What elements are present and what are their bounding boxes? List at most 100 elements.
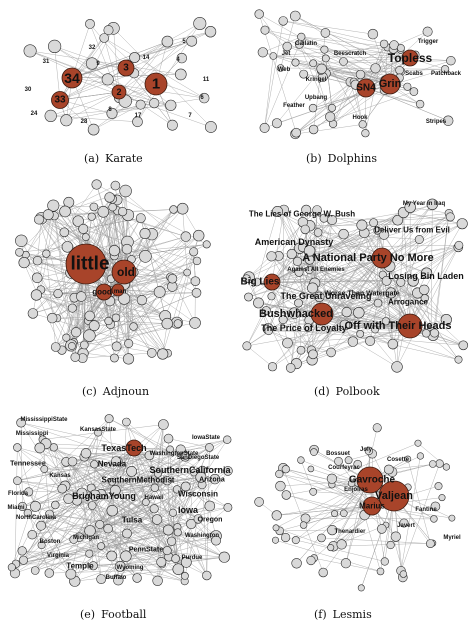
edge [22,506,76,582]
edge [100,447,135,495]
edge [71,41,168,79]
hub-label: 3 [123,63,129,74]
node-label: 30 [25,87,32,93]
node [365,336,376,347]
node [312,205,322,215]
edge [278,255,411,327]
node-label: 8 [108,107,112,113]
edge [321,292,392,315]
edge [186,556,225,563]
edge [108,418,116,491]
hub-node [356,78,376,98]
node-label: Oregon [198,517,223,524]
hub-label: old [117,265,135,279]
edge [311,230,378,351]
node [124,339,134,349]
edge [118,41,168,93]
edge [410,206,450,214]
node [149,97,160,109]
node [448,514,456,522]
edge [115,280,196,319]
node [202,240,211,249]
caption-adjnoun: (c) Adjnoun [82,385,149,398]
edge [39,447,171,450]
edge [321,257,383,318]
node [308,103,318,113]
hub-node [144,72,168,96]
node-label: 28 [81,119,88,125]
node-label: Stripes [426,119,447,125]
node [88,320,100,332]
hub-label: Gavroche [349,475,396,486]
caption-lesmis: (f) Lesmis [314,608,372,621]
edge [83,322,177,354]
node [338,228,349,240]
edge [283,20,373,35]
edge [302,245,459,248]
node [297,32,306,42]
node [445,212,455,222]
node [109,485,121,496]
node [347,479,356,488]
node-label: 5 [182,39,186,45]
edge [302,218,325,248]
edge [312,257,383,355]
node [158,419,169,430]
node [16,417,26,428]
edge [264,29,411,59]
edge [324,49,416,55]
node [378,229,390,240]
hub-node [61,67,83,89]
edge [27,512,168,551]
node [195,471,207,483]
node [69,535,78,544]
edge [256,211,278,283]
node [171,554,180,563]
node [377,524,387,534]
node-label: PennState [129,547,163,554]
edge [346,257,383,313]
node [87,123,100,136]
node [276,64,285,72]
node [13,443,22,452]
edge [32,507,228,535]
node-label: Arizona [199,477,225,484]
edge [423,223,463,290]
node [103,25,114,36]
node-label: Hook [353,115,369,121]
node-label: 14 [143,55,150,61]
edge [273,47,388,57]
node [96,574,107,584]
node-label: Purdue [182,555,203,561]
hub-node [65,243,107,285]
node [344,456,353,465]
node [30,566,40,575]
edge [248,257,383,298]
node-label: Worse Than Watergate [324,291,400,298]
node-label: Tulsa [122,516,143,525]
node [70,327,82,338]
edge [84,456,176,559]
node-label: 17 [135,113,142,119]
node [209,473,221,485]
edge [59,72,135,101]
node [45,509,54,519]
edge [23,214,129,263]
node [434,482,443,491]
node [356,329,365,338]
nodes [242,198,469,373]
node [269,52,278,60]
panel-adjnoun: little old good man [4,172,226,377]
node [291,58,300,67]
node [103,523,113,534]
edge [283,20,385,45]
node-label: Bossuet [326,451,350,457]
edge [321,313,464,346]
node [355,69,366,80]
node-label: Hawaii [144,495,163,501]
node [180,481,191,492]
node [161,35,174,48]
node [419,284,430,296]
